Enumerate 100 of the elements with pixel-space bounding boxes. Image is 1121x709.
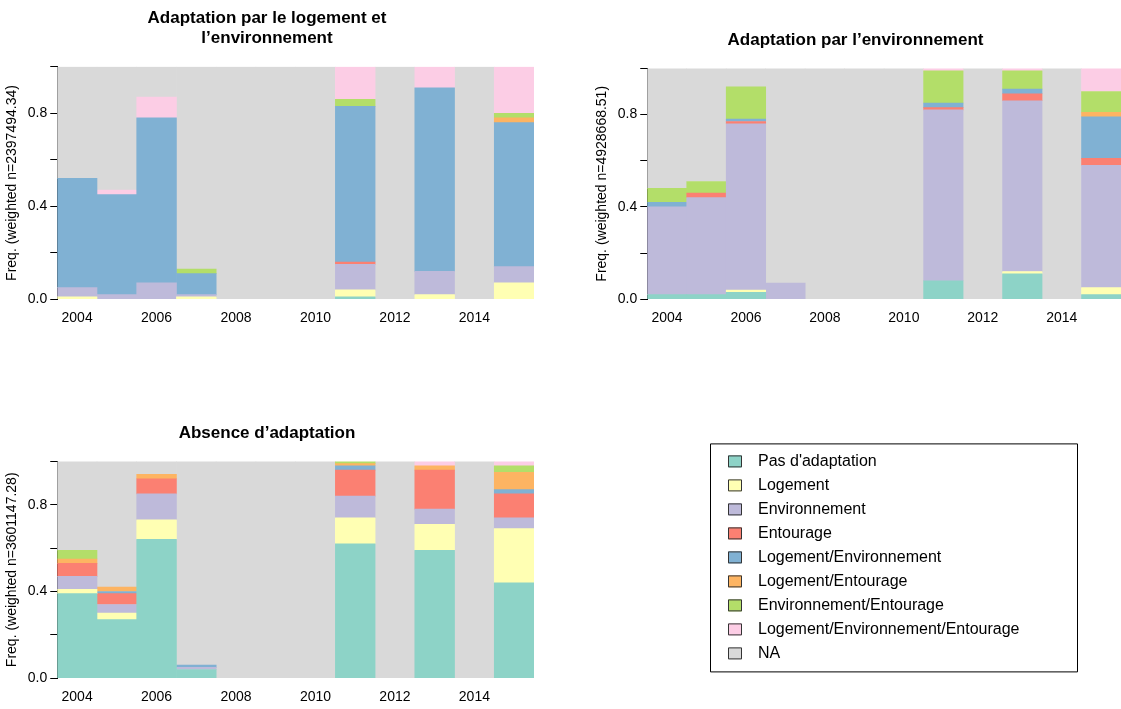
y-tick-label: 0.8 — [27, 104, 48, 121]
bar — [1081, 165, 1121, 288]
y-tick-label: 0.4 — [617, 197, 638, 214]
bar — [335, 99, 376, 107]
bar — [1002, 93, 1043, 102]
bar — [493, 66, 534, 114]
bar — [493, 266, 534, 284]
bar — [96, 593, 138, 605]
x-tick-label: 2006 — [141, 309, 173, 326]
bar — [493, 471, 534, 490]
bar — [493, 489, 534, 495]
bar — [1041, 68, 1082, 300]
bar — [1081, 116, 1121, 159]
x-tick-label: 2010 — [299, 309, 332, 326]
bar — [335, 517, 376, 545]
y-axis-title: Freq. (weighted n=4928668.51) — [593, 85, 610, 282]
bar — [493, 528, 534, 584]
x-tick-label: 2010 — [299, 688, 332, 705]
bar — [923, 280, 964, 300]
legend-label: Pas d'adaptation — [758, 451, 877, 469]
x-tick-label: 2004 — [61, 688, 93, 705]
bar — [335, 495, 376, 519]
bar — [1081, 158, 1121, 166]
bar — [923, 107, 964, 111]
bar — [493, 465, 534, 473]
x-tick-label: 2012 — [379, 688, 411, 705]
bar — [335, 289, 376, 298]
bar — [923, 70, 964, 104]
bar — [414, 469, 455, 510]
y-tick-label: 0.4 — [27, 197, 48, 214]
x-tick-label: 2008 — [809, 309, 841, 326]
bar — [493, 582, 534, 679]
bar — [414, 549, 455, 679]
y-axis-title: Freq. (weighted n=2397494.34) — [3, 85, 20, 281]
bar — [136, 519, 177, 540]
bar — [1002, 100, 1043, 272]
legend-label: Logement/Environnement — [758, 547, 942, 565]
chart-title: Adaptation par l’environnement — [727, 29, 984, 49]
bar — [414, 87, 455, 272]
y-tick-label: 0.0 — [27, 669, 48, 686]
bar — [1081, 111, 1121, 118]
bar — [1081, 287, 1121, 295]
bar — [57, 549, 98, 560]
bar — [1081, 91, 1121, 113]
bar — [374, 66, 416, 300]
legend-label: Environnement/Entourage — [758, 595, 944, 613]
bar — [962, 68, 1003, 300]
x-tick-label: 2010 — [888, 309, 920, 326]
bar — [414, 508, 455, 525]
bar — [454, 66, 495, 300]
y-axis-title: Freq. (weighted n=3601147.28) — [3, 472, 20, 668]
bar — [454, 461, 495, 679]
bar — [493, 112, 534, 119]
bar — [136, 478, 177, 495]
bar — [493, 122, 534, 267]
bar — [136, 493, 177, 521]
x-tick-label: 2004 — [61, 309, 93, 326]
bar — [136, 96, 177, 119]
x-tick-label: 2014 — [458, 688, 491, 705]
x-tick-label: 2008 — [220, 688, 252, 705]
bar — [1081, 68, 1121, 92]
x-tick-label: 2006 — [730, 309, 762, 326]
bar — [647, 201, 688, 208]
x-tick-label: 2008 — [220, 309, 252, 326]
legend-label: Environnement — [758, 499, 867, 517]
bar — [335, 66, 376, 100]
bar — [1002, 273, 1043, 300]
legend-label: NA — [758, 643, 781, 661]
bar — [57, 562, 98, 577]
chart-title: Adaptation par le logement et l’environnement — [147, 7, 387, 48]
legend-label: Logement/Environnement/Entourage — [758, 619, 1020, 637]
legend-label: Entourage — [758, 523, 832, 541]
bar — [923, 109, 964, 282]
bar — [96, 604, 138, 614]
legend-label: Logement/Entourage — [758, 571, 908, 589]
x-tick-label: 2012 — [967, 309, 999, 326]
y-tick-label: 0.8 — [617, 105, 638, 122]
bar — [725, 86, 767, 120]
y-tick-label: 0.0 — [27, 290, 48, 307]
bar — [1081, 294, 1121, 300]
bar — [335, 105, 376, 263]
legend-label: Logement — [758, 475, 830, 493]
bar — [493, 282, 534, 300]
bar — [1002, 70, 1043, 90]
x-tick-label: 2012 — [379, 309, 411, 326]
bar — [335, 543, 376, 679]
y-tick-label: 0.0 — [617, 290, 638, 307]
x-tick-label: 2006 — [141, 688, 173, 705]
bar — [374, 461, 416, 679]
bar — [493, 493, 534, 519]
bar — [414, 294, 455, 300]
bar — [57, 575, 98, 590]
x-tick-label: 2004 — [651, 309, 683, 326]
x-tick-label: 2014 — [458, 309, 491, 326]
bar — [414, 270, 455, 295]
bar — [493, 517, 534, 529]
bar — [335, 469, 376, 497]
y-tick-label: 0.4 — [27, 582, 48, 599]
bar — [335, 264, 376, 291]
y-tick-label: 0.8 — [27, 495, 48, 512]
